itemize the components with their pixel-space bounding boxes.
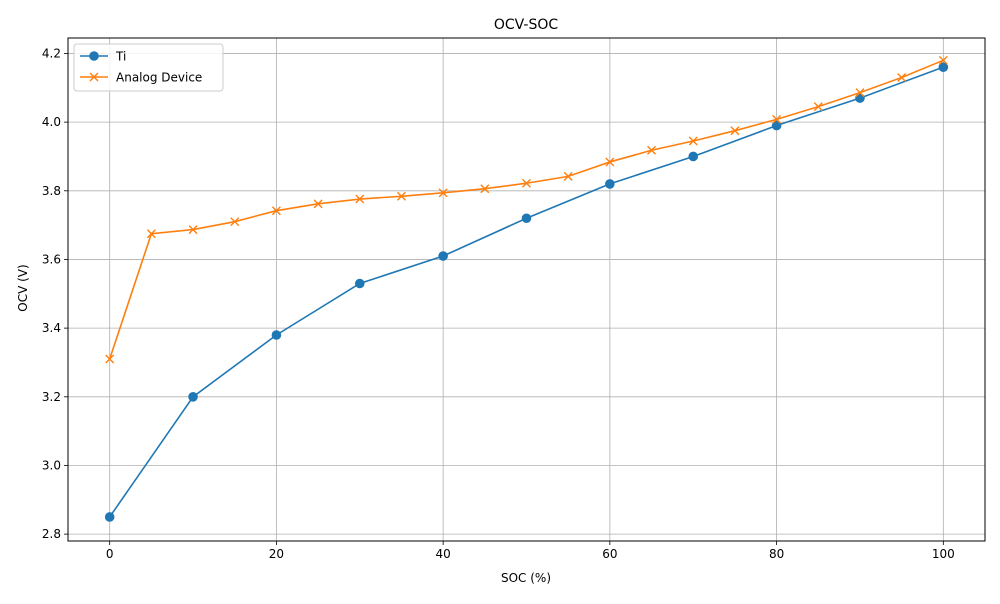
y-axis-label: OCV (V) bbox=[16, 264, 30, 311]
data-point bbox=[438, 251, 448, 261]
plot-frame bbox=[67, 37, 986, 542]
legend-marker bbox=[89, 72, 99, 82]
x-axis-ticks: 0 20 40 60 80 100 bbox=[106, 541, 955, 561]
x-tick-label: 0 bbox=[106, 547, 114, 561]
legend-label: Ti bbox=[115, 50, 126, 64]
data-point bbox=[771, 120, 782, 131]
legend: Ti Analog Device bbox=[73, 43, 224, 92]
data-point bbox=[563, 171, 573, 181]
grid bbox=[68, 38, 985, 541]
data-point bbox=[146, 229, 156, 239]
y-tick-label: 2.8 bbox=[42, 527, 61, 541]
data-point bbox=[855, 93, 865, 103]
legend-entry: Ti bbox=[80, 50, 126, 64]
series-0 bbox=[104, 62, 949, 522]
chart-title: OCV-SOC bbox=[494, 17, 559, 33]
data-point bbox=[688, 151, 699, 162]
data-point bbox=[271, 206, 281, 216]
y-axis-ticks: 2.8 3.0 3.2 3.4 3.6 3.8 4.0 4.2 bbox=[42, 46, 68, 541]
legend-marker bbox=[89, 51, 99, 61]
data-point bbox=[438, 188, 448, 198]
data-point bbox=[480, 184, 490, 194]
legend-label: Analog Device bbox=[116, 71, 202, 85]
data-point bbox=[354, 278, 365, 289]
x-tick-label: 60 bbox=[602, 547, 617, 561]
data-point bbox=[730, 126, 740, 136]
data-point bbox=[105, 354, 115, 364]
data-point bbox=[188, 225, 198, 235]
y-tick-label: 3.6 bbox=[42, 252, 61, 266]
data-point bbox=[688, 136, 698, 146]
y-tick-label: 3.2 bbox=[42, 390, 61, 404]
y-tick-label: 3.0 bbox=[42, 458, 61, 472]
data-point bbox=[813, 102, 823, 112]
data-point bbox=[938, 62, 949, 72]
data-point bbox=[230, 217, 240, 227]
data-point bbox=[647, 145, 657, 155]
y-tick-label: 4.0 bbox=[42, 115, 61, 129]
data-point bbox=[605, 157, 615, 167]
x-tick-label: 100 bbox=[932, 547, 955, 561]
plot-series bbox=[104, 55, 949, 522]
data-point bbox=[521, 213, 532, 224]
data-point bbox=[355, 194, 365, 204]
data-point bbox=[271, 330, 282, 340]
data-point bbox=[313, 199, 323, 209]
x-tick-label: 20 bbox=[269, 547, 284, 561]
data-point bbox=[605, 179, 615, 189]
x-axis-label: SOC (%) bbox=[501, 571, 551, 585]
x-tick-label: 40 bbox=[435, 547, 450, 561]
data-point bbox=[396, 191, 406, 201]
data-point bbox=[188, 391, 198, 402]
series-1 bbox=[105, 55, 948, 364]
data-point bbox=[855, 88, 865, 98]
data-point bbox=[522, 178, 531, 188]
y-tick-label: 3.4 bbox=[42, 321, 61, 335]
legend-box bbox=[73, 43, 224, 92]
data-point bbox=[897, 72, 907, 82]
data-point bbox=[104, 512, 115, 522]
y-tick-label: 3.8 bbox=[42, 184, 61, 198]
data-point bbox=[772, 114, 782, 124]
y-tick-label: 4.2 bbox=[42, 46, 61, 60]
legend-entry: Analog Device bbox=[80, 71, 202, 85]
data-point bbox=[938, 55, 948, 65]
x-tick-label: 80 bbox=[769, 547, 784, 561]
